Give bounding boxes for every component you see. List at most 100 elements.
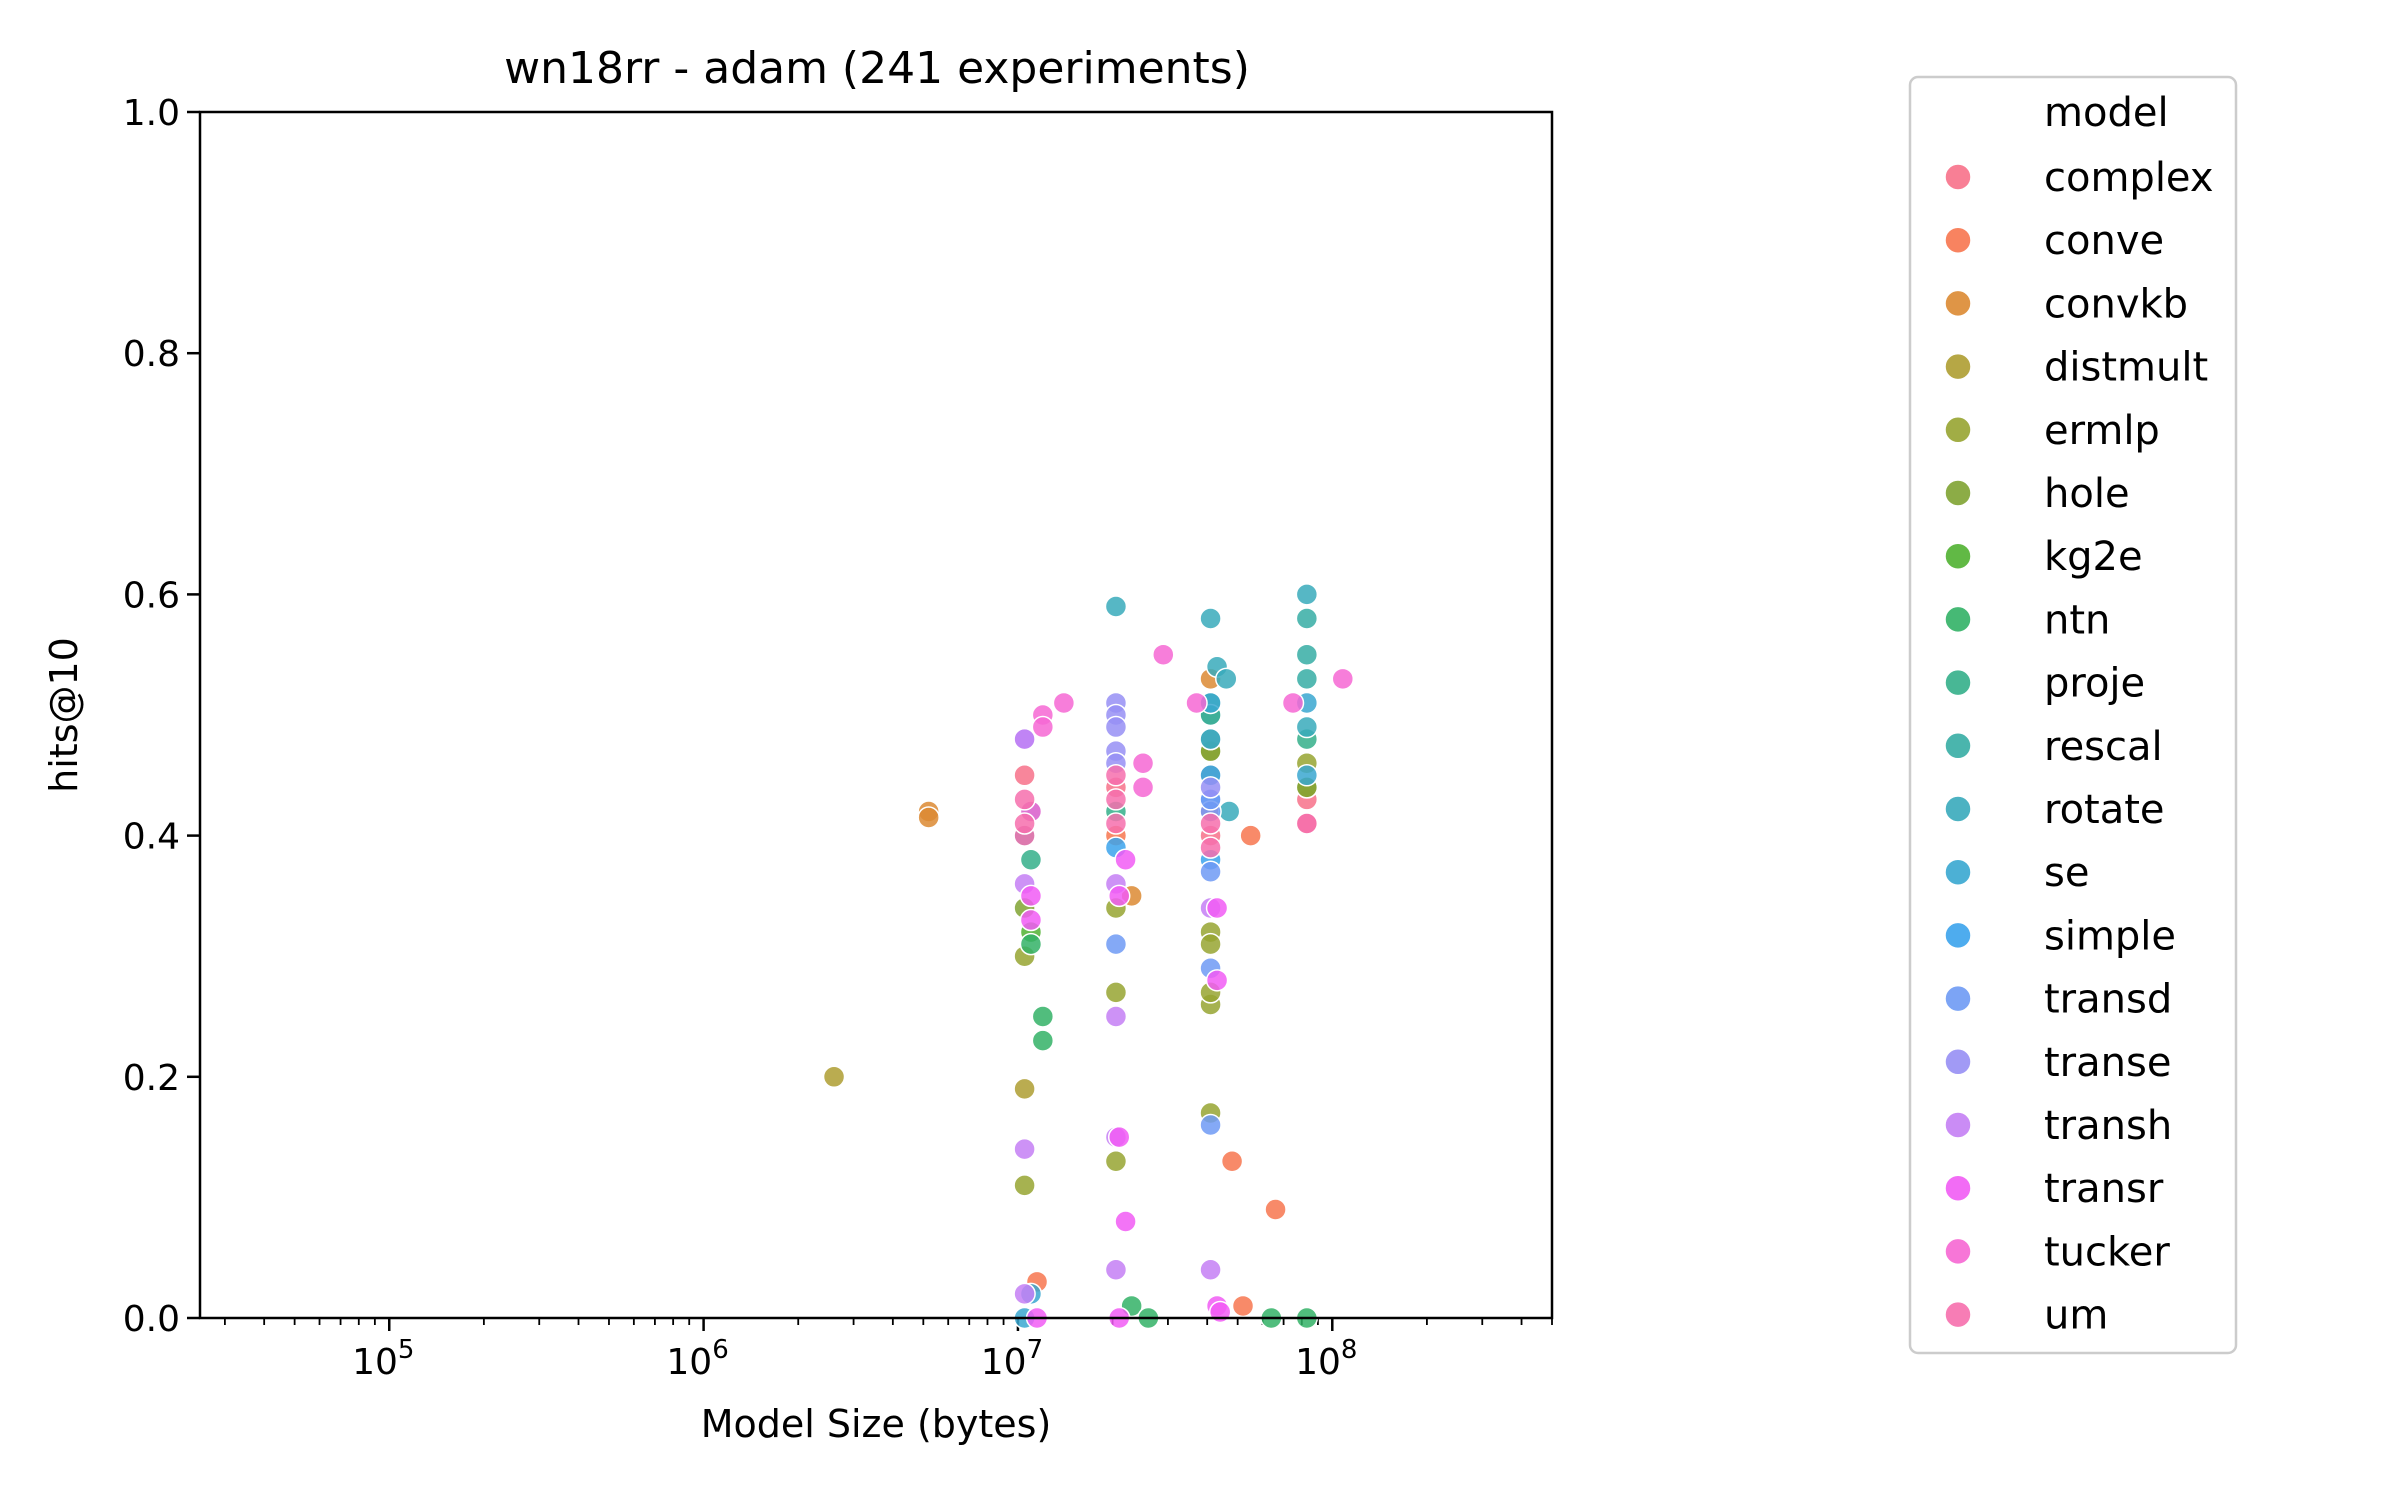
legend-item-convkb: convkb	[1944, 281, 2188, 327]
point-conve	[1220, 1149, 1244, 1173]
legend-marker	[1944, 542, 1972, 570]
legend-item-transh: transh	[1944, 1103, 2172, 1149]
point-transr	[1107, 884, 1131, 908]
x-axis: 105 106 107 108	[223, 1318, 1553, 1383]
point-proje	[1019, 848, 1043, 871]
legend-marker	[1944, 921, 1972, 950]
point-rescal	[1295, 643, 1319, 666]
x-tick-base: 10	[352, 1342, 398, 1383]
point-transh	[1013, 1282, 1036, 1306]
legend-item-transd: transd	[1944, 977, 2172, 1023]
point-ermlp	[1013, 1174, 1036, 1197]
legend-label: ermlp	[2044, 408, 2160, 454]
point-ntn	[1031, 1029, 1055, 1052]
legend: model complex conve convkb distmult ermlp hol…	[1908, 75, 2238, 1355]
y-tick-label: 0.8	[123, 334, 180, 375]
legend-item-rotate: rotate	[1944, 787, 2165, 833]
point-ermlp	[1104, 981, 1128, 1004]
point-transr	[1019, 908, 1043, 932]
point-conve	[1239, 824, 1262, 847]
x-tick-exponent: 8	[1341, 1335, 1358, 1365]
legend-marker	[1944, 479, 1972, 507]
legend-label: rotate	[2044, 787, 2165, 833]
point-se	[1199, 727, 1222, 751]
legend-marker	[1944, 795, 1972, 823]
point-ntn	[1031, 1005, 1055, 1028]
legend-item-rescal: rescal	[1944, 724, 2163, 770]
legend-marker	[1944, 352, 1972, 381]
point-tucker	[1331, 667, 1355, 691]
legend-item-complex: complex	[1944, 155, 2214, 201]
point-transr	[1205, 969, 1229, 992]
legend-item-conve: conve	[1944, 218, 2164, 264]
legend-item-simple: simple	[1944, 913, 2176, 959]
point-transh	[1013, 727, 1036, 751]
point-tucker	[1281, 691, 1305, 715]
point-distmult	[1013, 1077, 1036, 1101]
legend-marker	[1944, 289, 1972, 318]
legend-marker	[1944, 668, 1972, 697]
legend-label: complex	[2044, 155, 2214, 201]
point-distmult	[822, 1065, 846, 1089]
legend-item-se: se	[1944, 850, 2089, 896]
legend-item-um: um	[1944, 1293, 2108, 1339]
x-tick-base: 10	[1295, 1342, 1341, 1383]
legend-item-distmult: distmult	[1944, 345, 2208, 391]
legend-marker	[1944, 858, 1972, 886]
legend-label: transe	[2044, 1040, 2171, 1086]
y-tick-label: 0.4	[123, 817, 180, 858]
legend-frame	[1908, 75, 2238, 1355]
plot-frame	[198, 110, 1554, 1320]
legend-marker	[1944, 732, 1972, 760]
point-um	[1013, 788, 1036, 811]
point-um	[1013, 812, 1036, 835]
y-tick-label: 0.6	[123, 575, 180, 616]
y-tick-label: 0.2	[123, 1058, 180, 1099]
point-tucker	[1131, 751, 1155, 775]
legend-label: transd	[2044, 977, 2172, 1023]
point-transh	[1104, 1258, 1128, 1282]
point-rotate	[1217, 800, 1241, 823]
y-axis-label: hits@10	[42, 637, 86, 793]
legend-label: proje	[2044, 661, 2145, 707]
legend-marker	[1944, 605, 1972, 634]
legend-marker	[1944, 163, 1972, 191]
point-transr	[1019, 884, 1043, 908]
y-tick-label: 0.0	[123, 1299, 180, 1340]
point-um	[1104, 812, 1128, 835]
point-transr	[1208, 1300, 1232, 1324]
point-um	[1104, 788, 1128, 811]
legend-item-ermlp: ermlp	[1944, 408, 2160, 454]
point-tucker	[1131, 776, 1155, 799]
legend-label: transh	[2044, 1103, 2172, 1149]
legend-label: ntn	[2044, 597, 2110, 643]
legend-item-tucker: tucker	[1944, 1229, 2170, 1275]
point-tucker	[1152, 643, 1175, 666]
point-transh	[1013, 1137, 1036, 1161]
legend-item-kg2e: kg2e	[1944, 534, 2143, 580]
x-tick-label: 106	[666, 1335, 728, 1383]
legend-label: se	[2044, 850, 2089, 896]
legend-marker	[1944, 416, 1972, 444]
point-rotate	[1295, 583, 1319, 606]
chart-title: wn18rr - adam (241 experiments)	[504, 43, 1250, 94]
point-conve	[1264, 1198, 1287, 1221]
legend-marker	[1944, 1111, 1972, 1139]
x-tick-label: 105	[352, 1335, 414, 1383]
point-transr	[1114, 1210, 1137, 1233]
point-tucker	[1031, 715, 1055, 739]
point-transh	[1104, 1005, 1128, 1028]
legend-label: hole	[2044, 471, 2130, 517]
x-tick-exponent: 5	[398, 1335, 415, 1365]
y-tick-label: 1.0	[123, 93, 180, 134]
point-rotate	[1295, 715, 1319, 739]
legend-item-ntn: ntn	[1944, 597, 2110, 643]
legend-label: transr	[2044, 1166, 2164, 1212]
legend-label: distmult	[2044, 345, 2208, 391]
x-tick-base: 10	[981, 1342, 1027, 1383]
legend-label: rescal	[2044, 724, 2163, 770]
point-rescal	[1295, 667, 1319, 691]
legend-marker	[1944, 1237, 1972, 1266]
point-transd	[1199, 1113, 1222, 1137]
point-transe	[1199, 776, 1222, 799]
